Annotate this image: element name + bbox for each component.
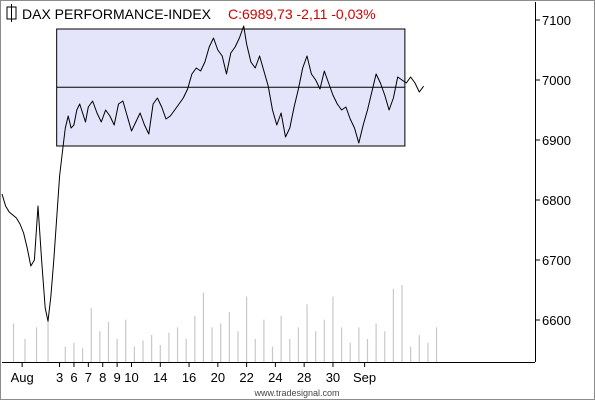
x-tick-label: 14 (153, 370, 167, 385)
x-tick-label: Sep (353, 370, 376, 385)
y-axis-ticks: 6600 6700 6800 6900 7000 7100 (535, 13, 571, 328)
x-tick-label: 24 (268, 370, 282, 385)
chart-header: DAX PERFORMANCE-INDEX C:6989,73 -2,11 -0… (6, 4, 376, 22)
x-tick-label: 6 (70, 370, 77, 385)
x-tick-label: 7 (85, 370, 92, 385)
index-quote: C:6989,73 -2,11 -0,03% (228, 6, 376, 22)
x-tick-label: 10 (124, 370, 138, 385)
x-tick-label: 20 (211, 370, 225, 385)
x-tick-label: 22 (239, 370, 253, 385)
index-name: DAX PERFORMANCE-INDEX (22, 6, 212, 22)
x-tick-label: Aug (11, 370, 34, 385)
x-tick-label: 30 (326, 370, 340, 385)
y-tick-label: 7100 (542, 13, 571, 28)
volume-bars (12, 285, 438, 362)
x-tick-label: 28 (297, 370, 311, 385)
price-line (1, 25, 425, 322)
x-axis-ticks: Aug 3 6 7 8 9 10 14 16 20 22 24 28 30 Sep (11, 362, 376, 385)
y-tick-label: 6900 (542, 133, 571, 148)
y-tick-label: 6800 (542, 193, 571, 208)
price-series (1, 25, 425, 322)
x-tick-label: 16 (182, 370, 196, 385)
x-tick-label: 3 (56, 370, 63, 385)
trading-range-band (56, 28, 406, 147)
y-tick-label: 7000 (542, 73, 571, 88)
footer-credit: www.tradesignal.com (253, 388, 339, 398)
y-tick-label: 6700 (542, 253, 571, 268)
y-tick-label: 6600 (542, 313, 571, 328)
x-tick-label: 8 (99, 370, 106, 385)
x-tick-label: 9 (113, 370, 120, 385)
